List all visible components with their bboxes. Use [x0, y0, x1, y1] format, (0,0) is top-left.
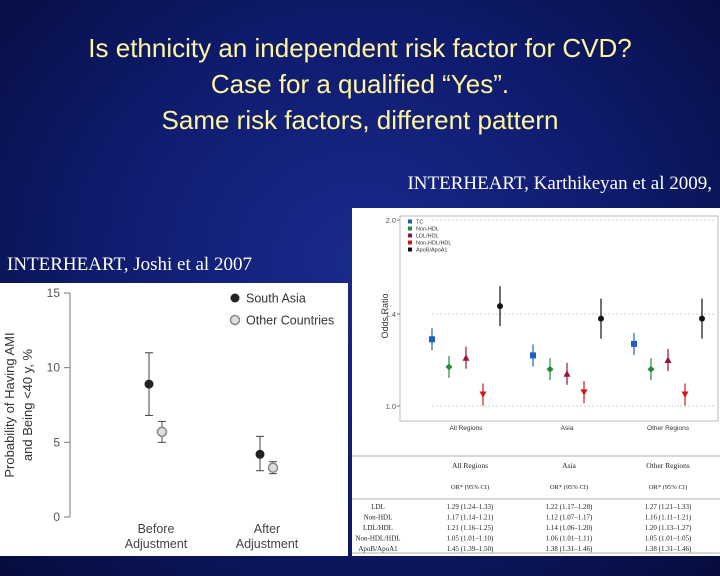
table-row-label: LDL	[371, 503, 385, 511]
y-tick-label: 0	[53, 510, 60, 524]
table-subheader: OR* (95% CI)	[649, 484, 687, 491]
title-line-1: Is ethnicity an independent risk factor …	[88, 33, 632, 63]
table-column-header: Asia	[562, 461, 576, 470]
south-asia-point	[255, 449, 265, 459]
point-non-hdl-hdl	[580, 389, 588, 396]
table-cell: 1.05 (1.01–1.10)	[447, 535, 494, 543]
y-tick-label: 5	[53, 435, 60, 449]
point-non-hdl-hdl	[681, 391, 689, 398]
table-cell: 1.27 (1.21–1.33)	[645, 503, 692, 511]
legend-label: ApoB/ApoA1	[416, 248, 448, 254]
y-axis-label-line-1: Probability of Having AMI	[2, 332, 17, 477]
legend-label: Non-HDL	[416, 227, 439, 233]
table-cell: 1.29 (1.24–1.33)	[447, 503, 494, 511]
point-tc	[530, 352, 536, 359]
plot-frame	[399, 215, 719, 422]
category-label: Adjustment	[236, 537, 299, 551]
legend	[220, 283, 348, 335]
legend-label-south-asia: South Asia	[246, 292, 306, 306]
ami-probability-plot: Probability of Having AMI and Being <40 …	[2, 283, 348, 551]
table-subheader: OR* (95% CI)	[451, 484, 489, 491]
table-cell: 1.16 (1.11–1.21)	[645, 514, 692, 522]
category-label: Other Regions	[647, 425, 690, 432]
table-cell: 1.22 (1.17–1.28)	[546, 503, 593, 511]
y-tick-label: 15	[47, 286, 61, 300]
category-label: Before	[138, 522, 175, 536]
odds-ratio-figure: Odds Ratio 1.0 1.4 2.0 TC Non-HDL LDL/HDL Non…	[352, 208, 720, 556]
point-non-hdl	[647, 365, 655, 373]
y-axis-label: Odds Ratio	[380, 293, 390, 338]
y-tick-label: 2.0	[386, 216, 396, 225]
legend-marker	[408, 240, 412, 245]
table-subheader: OR* (95% CI)	[550, 484, 588, 491]
ami-probability-chart: Probability of Having AMI and Being <40 …	[0, 283, 348, 556]
legend-label: LDL/HDL	[416, 234, 439, 240]
table-row-label: Non-HDL/HDL	[355, 535, 400, 543]
point-tc	[631, 340, 637, 347]
table-cell: 1.17 (1.14–1.21)	[447, 514, 494, 522]
odds-ratio-plot: Odds Ratio 1.01.42.0 TCNon-HDLLDL/HDLNon…	[352, 215, 720, 554]
legend-marker	[408, 247, 412, 252]
category-label: All Regions	[450, 425, 484, 432]
table-cell: 1.38 (1.31–1.46)	[546, 545, 593, 553]
legend-marker-south-asia	[230, 293, 240, 303]
point-apob-apoa1	[699, 315, 705, 322]
point-apob-apoa1	[598, 315, 604, 322]
point-apob-apoa1	[497, 303, 503, 310]
slide-title: Is ethnicity an independent risk factor …	[0, 30, 720, 138]
category-label: Asia	[561, 425, 574, 432]
citation-joshi: INTERHEART, Joshi et al 2007	[7, 254, 252, 275]
table-cell: 1.45 (1.39–1.50)	[447, 545, 494, 553]
point-non-hdl	[546, 365, 554, 373]
y-tick-label: 1.0	[386, 402, 396, 411]
point-ldl-hdl	[563, 370, 571, 377]
point-non-hdl-hdl	[479, 391, 487, 398]
table-row-label: LDL/HDL	[363, 524, 393, 532]
south-asia-point	[144, 379, 154, 389]
other-countries-point	[267, 462, 279, 473]
legend-marker-other-countries	[229, 314, 241, 326]
legend-label-other-countries: Other Countries	[246, 314, 334, 328]
point-tc	[429, 336, 435, 343]
title-line-3: Same risk factors, different pattern	[161, 105, 559, 135]
category-label: Adjustment	[125, 537, 188, 551]
table-cell: 1.20 (1.13–1.27)	[645, 524, 692, 532]
table-cell: 1.14 (1.06–1.20)	[546, 524, 593, 532]
table-cell: 1.21 (1.16–1.25)	[447, 524, 494, 532]
citation-karthikeyan: INTERHEART, Karthikeyan et al 2009,	[407, 173, 712, 194]
legend-marker	[408, 233, 412, 238]
table-cell: 1.38 (1.31–1.46)	[645, 545, 692, 553]
legend-marker	[408, 219, 412, 224]
point-non-hdl	[445, 363, 453, 371]
point-ldl-hdl	[462, 354, 470, 361]
y-tick-label: 10	[47, 361, 61, 375]
table-column-header: All Regions	[452, 461, 488, 470]
legend-marker	[408, 226, 412, 231]
table-cell: 1.05 (1.01–1.05)	[645, 535, 692, 543]
category-label: After	[254, 522, 280, 536]
y-tick-label: 1.4	[386, 310, 396, 319]
table-row-label: Non-HDL	[364, 514, 393, 522]
point-ldl-hdl	[664, 356, 672, 363]
title-line-2: Case for a qualified “Yes”.	[210, 69, 510, 99]
table-column-header: Other Regions	[646, 461, 690, 470]
table-cell: 1.06 (1.01–1.11)	[546, 535, 593, 543]
legend-label: TC	[416, 220, 423, 226]
legend-label: Non-HDL/HDL	[416, 241, 451, 247]
other-countries-point	[156, 426, 168, 438]
y-axis-label-line-2: and Being <40 y, %	[20, 348, 35, 461]
table-cell: 1.12 (1.07–1.17)	[546, 514, 593, 522]
table-row-label: ApoB/ApoA1	[358, 545, 398, 553]
